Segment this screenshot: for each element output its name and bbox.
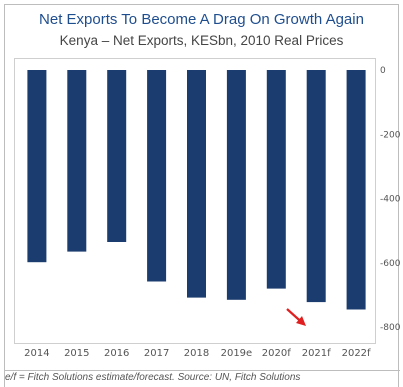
source-note: e/f = Fitch Solutions estimate/forecast.… bbox=[4, 370, 400, 384]
bar-2021f bbox=[306, 70, 326, 303]
x-tick-label: 2022f bbox=[342, 348, 371, 359]
y-tick-label: -600 bbox=[380, 259, 401, 269]
bar-2016 bbox=[107, 70, 127, 242]
y-tick-label: 0 bbox=[380, 66, 386, 76]
x-tick-label: 2017 bbox=[144, 348, 169, 359]
x-tick-label: 2020f bbox=[262, 348, 291, 359]
x-tick-label: 2014 bbox=[24, 348, 49, 359]
x-tick-label: 2016 bbox=[104, 348, 129, 359]
y-tick-label: -800 bbox=[380, 323, 401, 333]
y-tick-label: -400 bbox=[380, 195, 401, 205]
bar-2022f bbox=[346, 70, 366, 310]
chart-title: Net Exports To Become A Drag On Growth A… bbox=[39, 11, 364, 28]
x-tick-label: 2019e bbox=[221, 348, 253, 359]
chart-subtitle: Kenya – Net Exports, KESbn, 2010 Real Pr… bbox=[59, 33, 344, 48]
x-tick-label: 2021f bbox=[302, 348, 331, 359]
chart-frame bbox=[4, 4, 399, 387]
x-tick-label: 2018 bbox=[184, 348, 209, 359]
bar-2020f bbox=[266, 70, 286, 289]
annotation-arrow-head bbox=[296, 316, 306, 326]
bar-2017 bbox=[147, 70, 167, 282]
bar-2018 bbox=[187, 70, 206, 298]
bar-2015 bbox=[67, 70, 87, 252]
bar-2014 bbox=[27, 70, 47, 263]
bar-2019e bbox=[226, 70, 246, 300]
y-tick-label: -200 bbox=[380, 130, 401, 140]
x-tick-label: 2015 bbox=[64, 348, 89, 359]
